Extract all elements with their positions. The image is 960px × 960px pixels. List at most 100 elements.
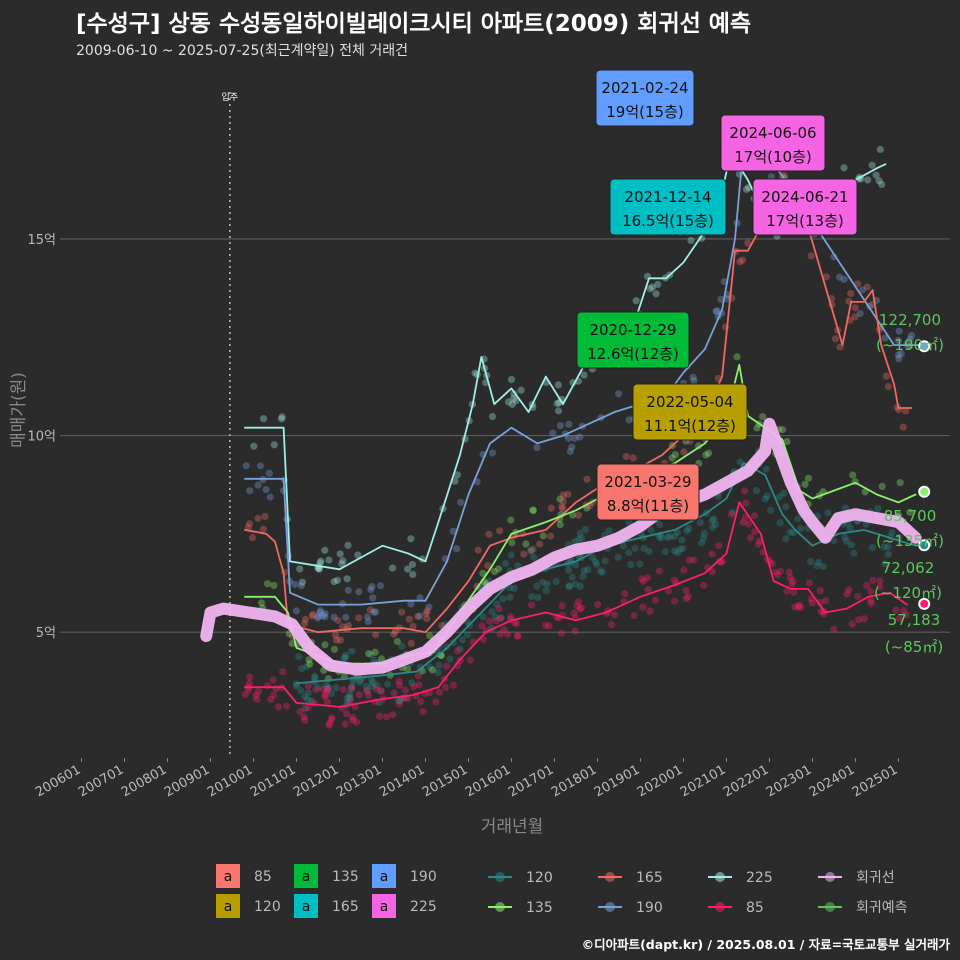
- transaction-dot: [742, 499, 750, 507]
- transaction-dot: [880, 543, 888, 551]
- transaction-dot: [547, 532, 555, 540]
- transaction-dot: [854, 592, 862, 601]
- transaction-dot: [907, 331, 916, 340]
- transaction-dot: [485, 530, 493, 538]
- axis-labels: 거래년월 매매가(원): [9, 372, 543, 837]
- transaction-dot: [342, 710, 351, 718]
- transaction-dot: [301, 705, 309, 713]
- x-tick-label: 202501: [850, 762, 900, 800]
- annotation-date: 2024-06-06: [729, 124, 816, 142]
- transaction-dot: [296, 565, 304, 573]
- move-in-line: 입주: [222, 91, 238, 758]
- transaction-dot: [479, 569, 487, 577]
- transaction-dot: [767, 506, 775, 514]
- transaction-dot: [339, 557, 347, 565]
- transaction-dot: [625, 416, 633, 424]
- transaction-dot: [646, 607, 654, 615]
- transaction-dot: [876, 145, 884, 154]
- transaction-dot: [895, 327, 903, 335]
- legend-fill-label: 165: [332, 899, 359, 915]
- transaction-dot: [863, 581, 871, 590]
- transaction-dot: [902, 407, 910, 415]
- transaction-dot: [822, 273, 830, 281]
- transaction-dot: [899, 423, 907, 431]
- x-tick-label: 201901: [592, 762, 642, 800]
- transaction-dot: [367, 675, 375, 684]
- transaction-dot: [404, 695, 412, 703]
- transaction-dot: [341, 720, 349, 728]
- transaction-dot: [778, 426, 787, 434]
- transaction-dot: [514, 562, 522, 570]
- transaction-dot: [367, 650, 375, 659]
- transaction-dot: [683, 527, 691, 535]
- transaction-dot: [326, 719, 334, 727]
- transaction-dot: [318, 612, 327, 620]
- y-axis-title: 매매가(원): [9, 372, 29, 448]
- transaction-dot: [644, 574, 652, 582]
- transaction-dot: [556, 521, 564, 529]
- transaction-dot: [242, 462, 250, 470]
- transaction-dot: [755, 537, 764, 545]
- transaction-dot: [253, 695, 261, 704]
- x-tick-label: 200601: [33, 762, 83, 800]
- transaction-dot: [854, 280, 862, 288]
- legend-line-label: 회귀예측: [856, 900, 908, 916]
- transaction-dot: [741, 513, 749, 521]
- transaction-dot: [843, 590, 851, 598]
- transaction-dot: [422, 609, 430, 617]
- transaction-dot: [458, 636, 466, 644]
- transaction-dot: [510, 584, 518, 592]
- transaction-dot: [591, 558, 600, 566]
- transaction-dot: [554, 381, 562, 389]
- transaction-dot: [816, 586, 824, 595]
- transaction-dot: [291, 580, 299, 588]
- transaction-dot: [860, 615, 868, 623]
- x-axis-title: 거래년월: [481, 817, 544, 837]
- x-tick-label: 200901: [162, 762, 212, 800]
- transaction-dot: [292, 607, 300, 615]
- legend-line-label: 165: [636, 870, 663, 886]
- transaction-dot: [503, 630, 512, 638]
- transaction-dot: [700, 581, 708, 590]
- transaction-dot: [630, 611, 638, 620]
- transaction-dot: [340, 654, 348, 662]
- transaction-dot: [344, 541, 352, 549]
- transaction-dot: [639, 603, 647, 611]
- transaction-dot: [702, 451, 710, 459]
- transaction-dot: [364, 691, 373, 700]
- transaction-dot: [256, 462, 265, 470]
- transaction-dot: [288, 639, 296, 648]
- legend-fill-label: 225: [410, 899, 437, 915]
- transaction-dot: [829, 537, 838, 545]
- transaction-dot: [362, 682, 370, 690]
- transaction-dot: [786, 528, 794, 536]
- transaction-dot: [453, 661, 462, 669]
- transaction-dot: [754, 540, 763, 548]
- transaction-dot: [517, 386, 525, 394]
- transaction-dot: [657, 534, 666, 542]
- transaction-dot: [699, 534, 708, 542]
- transaction-dot: [313, 614, 322, 622]
- transaction-dot: [552, 578, 560, 586]
- legend-fill-letter: a: [224, 869, 233, 885]
- transaction-dot: [750, 528, 759, 536]
- transaction-dot: [661, 548, 669, 556]
- regression-line: [200, 417, 922, 676]
- transaction-dot: [571, 580, 579, 588]
- transaction-dot: [666, 532, 674, 541]
- transaction-dot: [377, 687, 385, 695]
- x-tick-label: 200701: [76, 762, 126, 800]
- legend-line-dot: [825, 902, 835, 912]
- transaction-dot: [638, 575, 646, 583]
- transaction-dot: [304, 696, 312, 704]
- transaction-dot: [341, 654, 349, 662]
- series-lines: [200, 120, 922, 708]
- transaction-dot: [395, 677, 403, 685]
- transaction-dot: [311, 674, 319, 682]
- forecast-marker: [920, 487, 929, 496]
- transaction-dot: [453, 647, 461, 655]
- transaction-dot: [266, 493, 274, 501]
- transaction-dot: [712, 307, 720, 316]
- transaction-dot: [687, 236, 695, 245]
- transaction-dot: [321, 641, 329, 649]
